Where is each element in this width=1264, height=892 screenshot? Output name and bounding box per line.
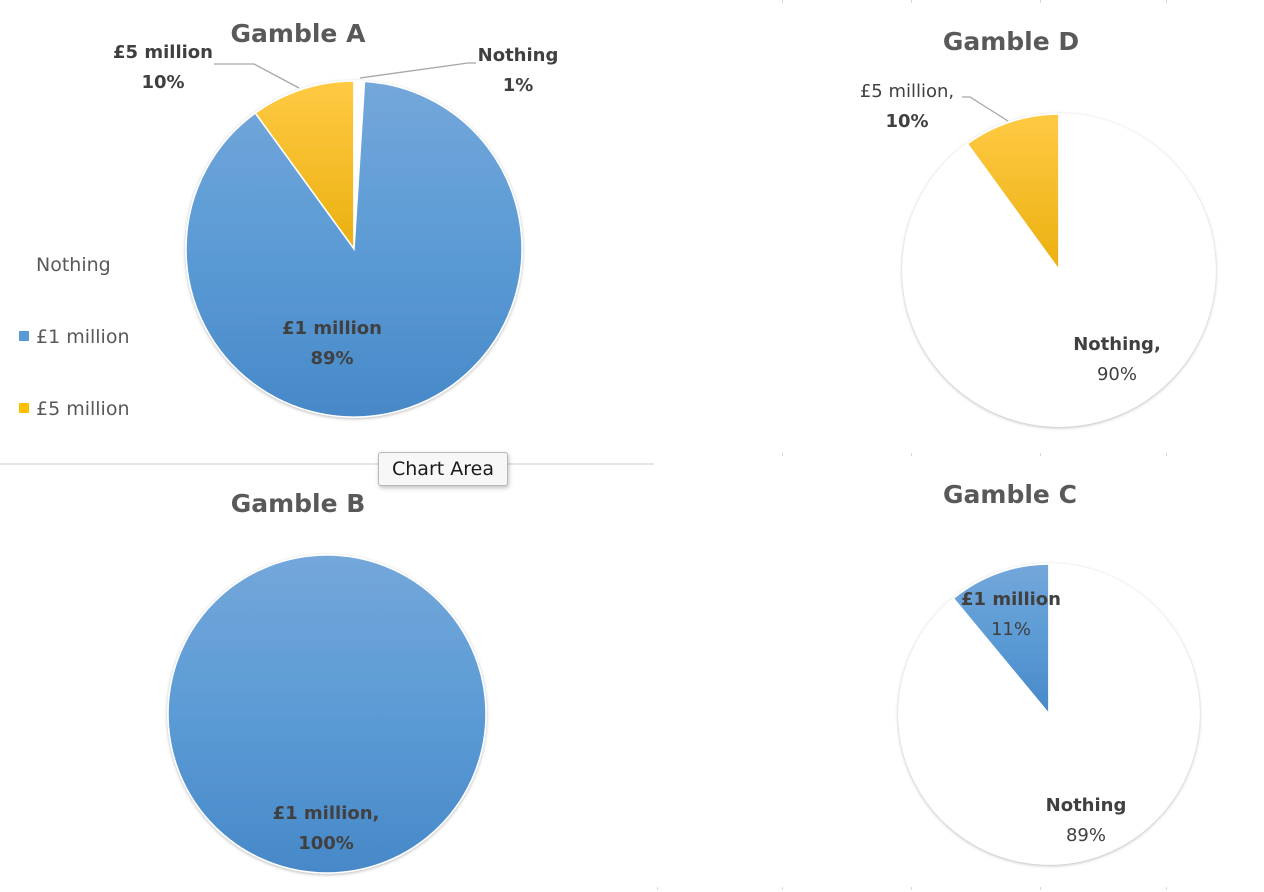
pie-plot — [898, 563, 1200, 865]
chart-title: Gamble B — [231, 489, 366, 518]
leader-line-5m — [214, 63, 300, 89]
legend-label-5m: £5 million — [36, 398, 130, 420]
pie-slice-one-million[interactable] — [952, 563, 1050, 717]
data-label-name: £1 million, — [273, 803, 380, 824]
legend-label-nothing: Nothing — [36, 254, 111, 276]
grid-dots — [657, 0, 1167, 890]
legend-swatch-1m — [19, 331, 29, 341]
data-label-name: £5 million, — [860, 81, 954, 102]
chart-title: Gamble A — [231, 19, 367, 48]
chart-gamble-b[interactable]: Gamble B £1 million, 100% — [167, 489, 487, 874]
chart-gamble-d[interactable]: Gamble D £5 million, 10% Nothing, 90% — [860, 27, 1216, 427]
data-label-value: 11% — [991, 619, 1031, 640]
pie-slice-five-million[interactable] — [966, 113, 1060, 273]
pie-slice-one-million[interactable] — [167, 554, 487, 874]
pie-slice-nothing[interactable] — [902, 113, 1216, 427]
pie-plot — [902, 113, 1216, 427]
chart-gamble-a[interactable]: Gamble A £5 million 10% Nothing 1% £1 mi… — [19, 19, 558, 420]
pie-slice-five-million[interactable] — [254, 80, 355, 252]
pie-slice-one-million[interactable] — [185, 80, 523, 418]
data-label-value: 100% — [298, 833, 354, 854]
pie-plot — [167, 554, 487, 874]
leader-line-nothing — [359, 62, 476, 79]
data-label-value: 90% — [1097, 364, 1137, 385]
legend-label-1m: £1 million — [36, 326, 130, 348]
chart-title: Gamble D — [943, 27, 1079, 56]
data-label-value: 10% — [885, 111, 928, 132]
data-label-name: Nothing, — [1073, 334, 1161, 355]
data-label-value: 89% — [310, 348, 353, 369]
data-label-name: £1 million — [282, 318, 382, 339]
data-label-name: Nothing — [1046, 795, 1127, 816]
data-label-value: 10% — [141, 72, 184, 93]
pie-slice-nothing[interactable] — [898, 563, 1200, 865]
legend[interactable]: Nothing £1 million £5 million — [19, 254, 130, 420]
data-label-value: 1% — [503, 75, 534, 96]
data-label-name: £5 million — [113, 42, 213, 63]
chart-title: Gamble C — [943, 480, 1077, 509]
data-label-name: £1 million — [961, 589, 1061, 610]
legend-swatch-5m — [19, 403, 29, 413]
chart-gamble-c[interactable]: Gamble C £1 million 11% Nothing 89% — [898, 480, 1200, 865]
chart-area-tooltip: Chart Area — [378, 452, 508, 486]
data-label-name: Nothing — [478, 45, 559, 66]
pie-plot — [185, 80, 523, 418]
data-label-value: 89% — [1066, 825, 1106, 846]
leader-line-5m — [962, 96, 1009, 122]
